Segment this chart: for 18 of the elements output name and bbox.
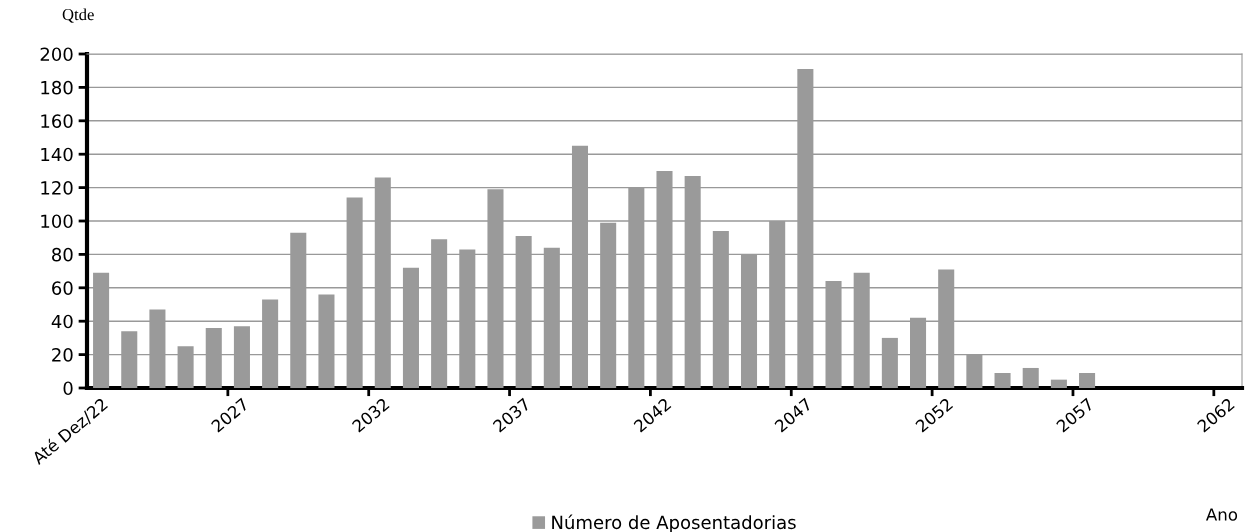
y-tick-label: 140 <box>41 147 73 162</box>
bar <box>1050 379 1067 388</box>
bar <box>1079 372 1096 388</box>
x-axis-title: Ano <box>1205 508 1238 521</box>
bar <box>1022 367 1039 388</box>
y-tick-label: 80 <box>52 247 73 262</box>
legend-label: Número de Aposentadorias <box>552 514 796 532</box>
y-tick-label: 180 <box>41 80 73 95</box>
y-tick-label: 160 <box>41 114 73 128</box>
y-tick-label: 200 <box>40 47 73 62</box>
y-tick-label: 0 <box>63 381 73 396</box>
y-axis-title: Qtde <box>62 8 94 23</box>
y-tick-label: 60 <box>52 281 73 295</box>
y-tick-label: 20 <box>52 348 73 362</box>
y-tick-label: 40 <box>51 314 73 329</box>
y-tick-label: 100 <box>41 214 73 229</box>
y-tick-label: 120 <box>41 181 73 195</box>
bar <box>994 372 1011 388</box>
